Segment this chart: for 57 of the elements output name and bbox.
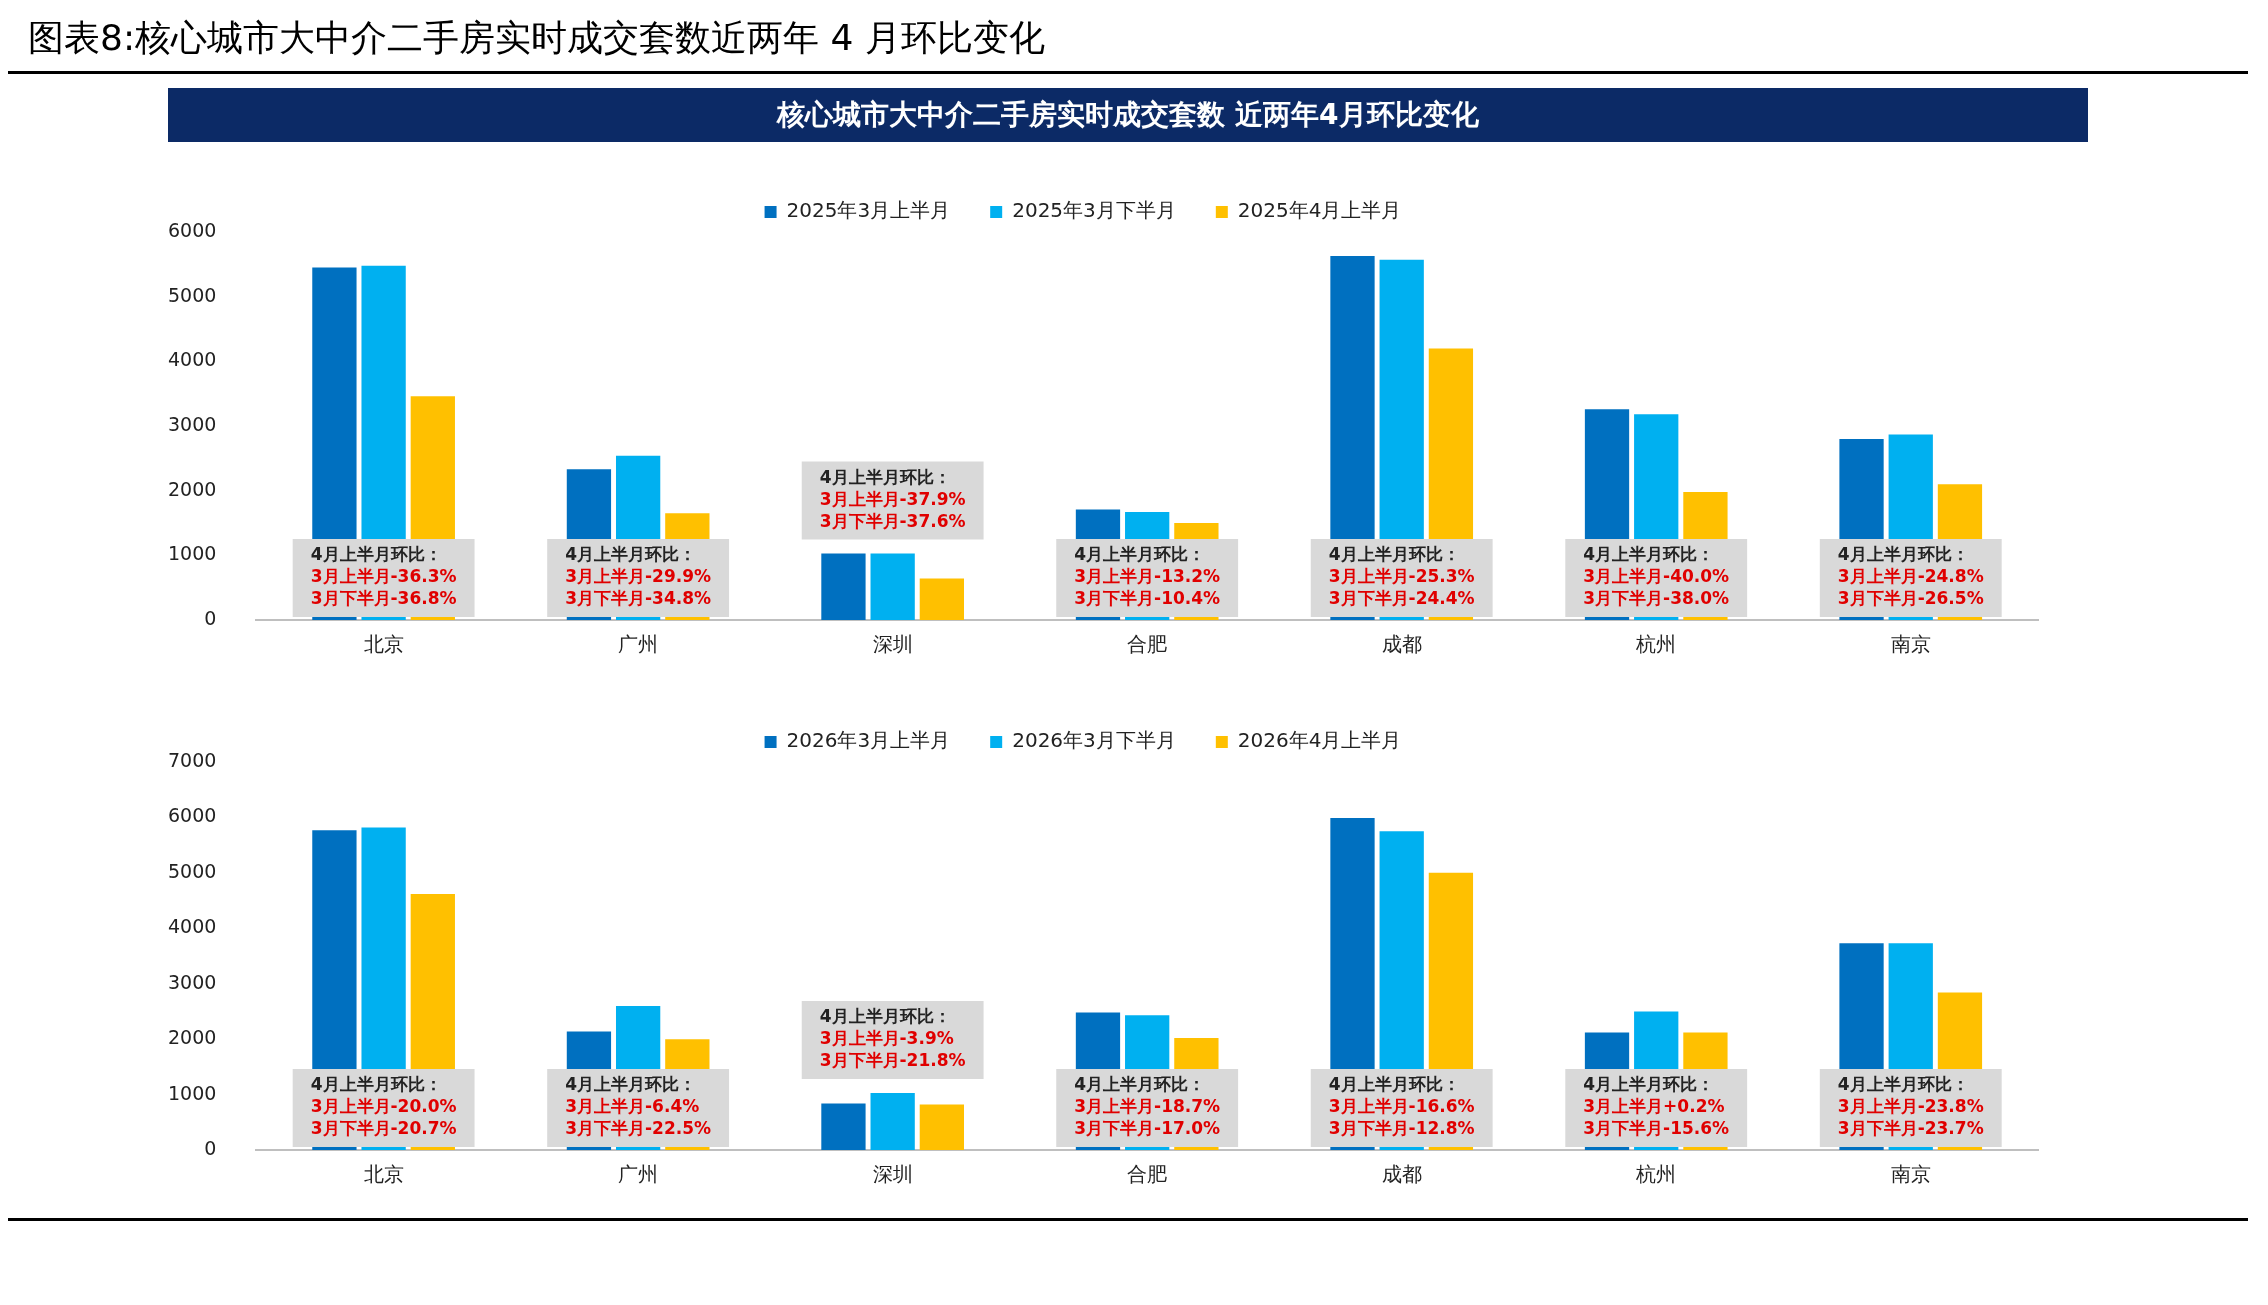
y-tick-label: 1000 — [167, 1081, 217, 1104]
annotation: 4月上半月环比： 3月上半月-23.8% 3月下半月-23.7% — [1837, 1074, 1984, 1139]
y-tick-label: 2000 — [167, 1026, 217, 1049]
y-tick-label: 3000 — [167, 970, 217, 993]
x-tick-label: 杭州 — [1635, 632, 1677, 657]
chart-subtitle: 核心城市大中介二手房实时成交套数 近两年4月环比变化 — [168, 88, 2088, 142]
annotation: 4月上半月环比： 3月上半月-16.6% 3月下半月-12.8% — [1328, 1074, 1475, 1139]
y-tick-label: 1000 — [167, 542, 217, 565]
y-tick-label: 6000 — [167, 804, 217, 827]
y-tick-label: 4000 — [167, 348, 217, 371]
bar — [821, 553, 866, 620]
y-tick-label: 0 — [204, 606, 217, 629]
y-tick-label: 0 — [204, 1136, 217, 1159]
x-tick-label: 成都 — [1381, 1162, 1422, 1187]
legend-label: 2025年4月上半月 — [1237, 198, 1402, 223]
annotation: 4月上半月环比： 3月上半月-18.7% 3月下半月-17.0% — [1074, 1074, 1221, 1139]
x-tick-label: 南京 — [1890, 1162, 1931, 1187]
annotation: 4月上半月环比： 3月上半月-13.2% 3月下半月-10.4% — [1074, 544, 1221, 609]
bar — [870, 1092, 915, 1150]
annotation: 4月上半月环比： 3月上半月+0.2% 3月下半月-15.6% — [1583, 1074, 1730, 1139]
y-tick-label: 4000 — [167, 915, 217, 938]
bar — [919, 578, 965, 620]
legend-label: 2026年3月下半月 — [1012, 728, 1176, 753]
x-tick-label: 广州 — [618, 1162, 659, 1187]
x-tick-label: 北京 — [363, 632, 404, 657]
annotation: 4月上半月环比： 3月上半月-40.0% 3月下半月-38.0% — [1583, 544, 1730, 609]
annotation: 4月上半月环比： 3月上半月-20.0% 3月下半月-20.7% — [310, 1074, 457, 1139]
annotation: 4月上半月环比： 3月上半月-6.4% 3月下半月-22.5% — [565, 1074, 712, 1139]
y-tick-label: 6000 — [167, 218, 217, 241]
x-tick-label: 合肥 — [1127, 632, 1168, 657]
bar — [821, 1103, 866, 1150]
bar — [919, 1104, 965, 1150]
annotation: 4月上半月环比： 3月上半月-36.3% 3月下半月-36.8% — [310, 544, 457, 609]
x-tick-label: 杭州 — [1635, 1162, 1677, 1187]
y-tick-label: 2000 — [167, 477, 217, 500]
legend-label: 2026年4月上半月 — [1237, 728, 1402, 753]
annotation: 4月上半月环比： 3月上半月-25.3% 3月下半月-24.4% — [1328, 544, 1475, 609]
y-tick-label: 7000 — [167, 748, 217, 771]
x-tick-label: 广州 — [618, 632, 659, 657]
legend-label: 2025年3月上半月 — [786, 198, 951, 223]
legend-label: 2025年3月下半月 — [1012, 198, 1176, 223]
y-tick-label: 5000 — [167, 283, 217, 306]
x-tick-label: 深圳 — [872, 1162, 913, 1187]
chart-title: 图表8:核心城市大中介二手房实时成交套数近两年 4 月环比变化 — [8, 8, 2248, 74]
y-tick-label: 5000 — [167, 859, 217, 882]
x-tick-label: 南京 — [1890, 632, 1931, 657]
x-tick-label: 北京 — [363, 1162, 404, 1187]
annotation: 4月上半月环比： 3月上半月-29.9% 3月下半月-34.8% — [565, 544, 712, 609]
annotation: 4月上半月环比： 3月上半月-37.9% 3月下半月-37.6% — [819, 466, 966, 531]
legend-label: 2026年3月上半月 — [786, 728, 951, 753]
x-tick-label: 深圳 — [872, 632, 913, 657]
annotation: 4月上半月环比： 3月上半月-3.9% 3月下半月-21.8% — [819, 1006, 966, 1071]
bar — [870, 553, 915, 620]
x-tick-label: 成都 — [1381, 632, 1422, 657]
annotation: 4月上半月环比： 3月上半月-24.8% 3月下半月-26.5% — [1837, 544, 1984, 609]
x-tick-label: 合肥 — [1127, 1162, 1168, 1187]
y-tick-label: 3000 — [167, 412, 217, 435]
